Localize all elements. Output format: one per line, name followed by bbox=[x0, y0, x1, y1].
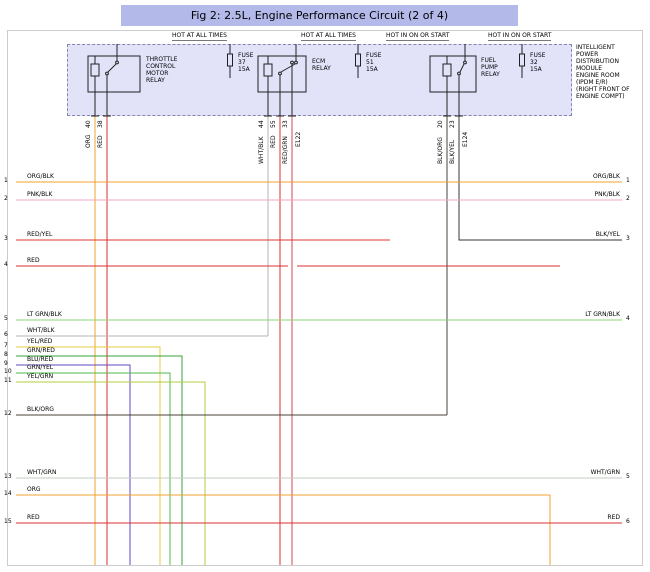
throttle-relay-label: THROTTLE CONTROL MOTOR RELAY bbox=[146, 56, 178, 84]
wire-wire-9-blured bbox=[16, 364, 131, 565]
fuse-37-symbol bbox=[227, 44, 233, 78]
coil-symbol bbox=[263, 63, 273, 77]
wire-wire-8-grnred bbox=[16, 355, 183, 565]
wire-wire-7-yelred bbox=[16, 346, 161, 565]
module-note: INTELLIGENT POWER DISTRIBUTION MODULE EN… bbox=[576, 44, 630, 100]
fuse-51-symbol bbox=[355, 44, 361, 78]
ecm-relay-box bbox=[257, 55, 307, 93]
diagram-frame bbox=[7, 30, 643, 566]
figure-title-bar: Fig 2: 2.5L, Engine Performance Circuit … bbox=[121, 5, 518, 26]
power-source-header-3: HOT IN ON OR START bbox=[386, 32, 450, 41]
wire-layer bbox=[16, 115, 622, 565]
fuse-37-label: FUSE 37 15A bbox=[238, 52, 254, 73]
fuel-pump-relay-box bbox=[429, 55, 477, 93]
relay-symbols bbox=[87, 44, 525, 116]
ecm-relay-label: ECM RELAY bbox=[312, 58, 331, 72]
terminal-feedthroughs bbox=[94, 92, 460, 116]
wire-drop-blkyel-23 bbox=[458, 116, 622, 241]
wire-wire-11-yelgrn bbox=[16, 381, 206, 565]
power-source-header-2: HOT AT ALL TIMES bbox=[301, 32, 356, 41]
power-source-header-1: HOT AT ALL TIMES bbox=[172, 32, 227, 41]
figure-title: Fig 2: 2.5L, Engine Performance Circuit … bbox=[190, 9, 449, 22]
ipdm-module-box bbox=[67, 44, 572, 116]
fuel-pump-relay-label: FUEL PUMP RELAY bbox=[481, 57, 500, 78]
throttle-relay-box bbox=[87, 55, 141, 93]
fuse-32-label: FUSE 32 15A bbox=[530, 52, 546, 73]
wire-wire-10-grnyel bbox=[16, 372, 171, 565]
fuse-32-symbol bbox=[519, 44, 525, 78]
coil-symbol bbox=[442, 63, 452, 77]
coil-symbol bbox=[90, 63, 100, 77]
wire-wire-14-org bbox=[16, 494, 551, 565]
power-source-header-4: HOT IN ON OR START bbox=[488, 32, 552, 41]
fuse-51-label: FUSE 51 15A bbox=[366, 52, 382, 73]
